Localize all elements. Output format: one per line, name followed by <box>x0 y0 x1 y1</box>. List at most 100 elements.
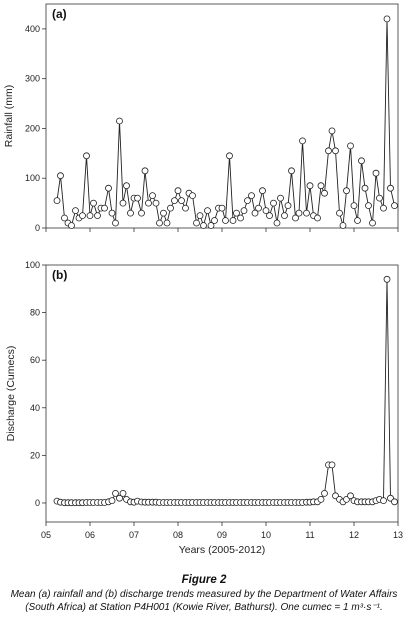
panel-b-xtick-label: 07 <box>129 530 139 540</box>
panel-a-data-point <box>189 192 196 200</box>
panel-a-data-point <box>200 222 207 229</box>
panel-a-data-point <box>61 214 68 222</box>
panel-a-data-point <box>108 209 116 217</box>
panel-b-discharge: 0 20 40 60 80 100 05 06 07 08 09 10 11 12 13 Years (200… <box>5 260 403 556</box>
panel-b-data-point <box>328 461 336 469</box>
panel-a-ytick-label: 200 <box>25 123 40 133</box>
panel-a-series-line <box>56 18 395 228</box>
panel-a-ytick-label: 400 <box>25 24 40 34</box>
panel-a-ytick-label: 300 <box>25 74 40 84</box>
panel-a-data-point <box>149 192 156 200</box>
panel-a-data-point <box>354 217 361 224</box>
panel-a-data-point <box>248 192 255 200</box>
panel-a-data-point <box>328 127 336 135</box>
panel-a-data-point <box>222 217 229 224</box>
panel-a-data-point <box>255 204 262 212</box>
panel-a-data-point <box>237 214 244 222</box>
panel-b-data-point <box>391 498 398 506</box>
panel-a-data-point <box>281 212 288 220</box>
panel-a-ytick-label: 0 <box>35 223 40 233</box>
panel-a-panel-label: (a) <box>52 7 67 21</box>
panel-a-data-point <box>369 219 376 227</box>
panel-a-data-point <box>383 15 391 23</box>
panel-b-series-line <box>56 279 395 504</box>
panel-b-data-point <box>112 489 119 497</box>
panel-a-data-point <box>152 199 160 207</box>
panel-b-xtick-label: 11 <box>305 530 314 540</box>
panel-a-data-point <box>266 212 273 220</box>
panel-b-xtick-label: 06 <box>85 530 95 540</box>
panel-a-data-point <box>127 209 134 217</box>
panel-a-data-point <box>376 194 383 202</box>
figure-caption: Figure 2 Mean (a) rainfall and (b) disch… <box>0 574 408 614</box>
panel-a-data-point <box>57 172 64 180</box>
panel-a-data-point <box>156 219 163 227</box>
figure: 0 100 200 300 400 Rainfall (mm) (a) 0 20 40 60 80 1… <box>3 3 403 556</box>
panel-b-ytick-label: 40 <box>30 403 40 413</box>
panel-a-data-point <box>178 197 185 205</box>
panel-b-data-point <box>347 492 354 500</box>
panel-a-ytick-label: 100 <box>25 173 40 183</box>
panel-b-data-point <box>108 497 116 505</box>
panel-a-data-point <box>314 214 321 222</box>
panel-a-data-point <box>284 202 292 210</box>
panel-a-data-point <box>332 147 339 155</box>
panel-a-data-point <box>72 207 79 215</box>
panel-a-data-point <box>350 202 358 210</box>
panel-a-data-point <box>94 212 101 220</box>
panel-a-data-point <box>138 209 145 217</box>
panel-b-data-point <box>119 489 127 497</box>
panel-a-data-point <box>259 187 266 195</box>
panel-b-panel-label: (b) <box>52 268 67 282</box>
panel-a-data-point <box>101 204 108 212</box>
panel-a-data-point <box>325 147 332 155</box>
panel-a-data-point <box>83 152 90 160</box>
panel-a-data-point <box>273 219 281 227</box>
panel-b-ytick-label: 80 <box>30 308 40 318</box>
panel-a-data-point <box>141 167 149 175</box>
panel-a-data-point <box>365 202 372 210</box>
panel-a-data-point <box>251 209 259 217</box>
panel-a-data-point <box>380 204 387 212</box>
panel-a-frame <box>45 3 399 229</box>
panel-a-data-point <box>196 212 204 220</box>
panel-a-data-point <box>211 217 218 224</box>
panel-a-data-point <box>343 187 350 195</box>
panel-a-data-point <box>387 184 394 192</box>
panel-b-ytick-label: 60 <box>30 355 40 365</box>
panel-a-data-point <box>53 197 61 205</box>
panel-a-data-point <box>244 197 251 205</box>
panel-b-xtick-label: 10 <box>261 530 271 540</box>
panel-a-data-point <box>68 222 75 229</box>
panel-b-xtick-label: 12 <box>349 530 359 540</box>
panel-a-data-point <box>167 204 174 212</box>
panel-a-data-point <box>193 219 200 227</box>
panel-a-data-point <box>90 199 97 207</box>
panel-a-data-point <box>160 209 167 217</box>
panel-a-data-point <box>119 199 127 207</box>
panel-a-data-point <box>277 194 284 202</box>
panel-b-frame <box>45 264 399 523</box>
panel-a-data-point <box>174 187 182 195</box>
panel-a-y-axis-label: Rainfall (mm) <box>3 85 15 147</box>
panel-b-data-point <box>383 275 391 283</box>
panel-a-data-point <box>226 152 233 160</box>
panel-b-data-point <box>317 495 325 503</box>
panel-a-data-point <box>240 207 248 215</box>
panel-b-xtick-label: 05 <box>41 530 51 540</box>
panel-a-data-point <box>391 202 398 210</box>
panel-b-ytick-label: 0 <box>35 498 40 508</box>
panel-a-data-point <box>171 197 178 205</box>
panel-b-data-point <box>321 489 328 497</box>
panel-a-data-point <box>79 212 86 220</box>
panel-a-data-point <box>163 219 171 227</box>
panel-a-data-point <box>361 184 369 192</box>
panel-a-data-point <box>182 204 189 212</box>
panel-a-data-point <box>358 157 365 165</box>
panel-a-data-point <box>204 207 211 215</box>
panel-a-data-point <box>295 209 303 217</box>
panel-a-data-point <box>336 209 343 217</box>
panel-a-data-point <box>270 199 277 207</box>
panel-a-data-point <box>299 137 306 145</box>
panel-b-ytick-label: 100 <box>25 260 40 270</box>
